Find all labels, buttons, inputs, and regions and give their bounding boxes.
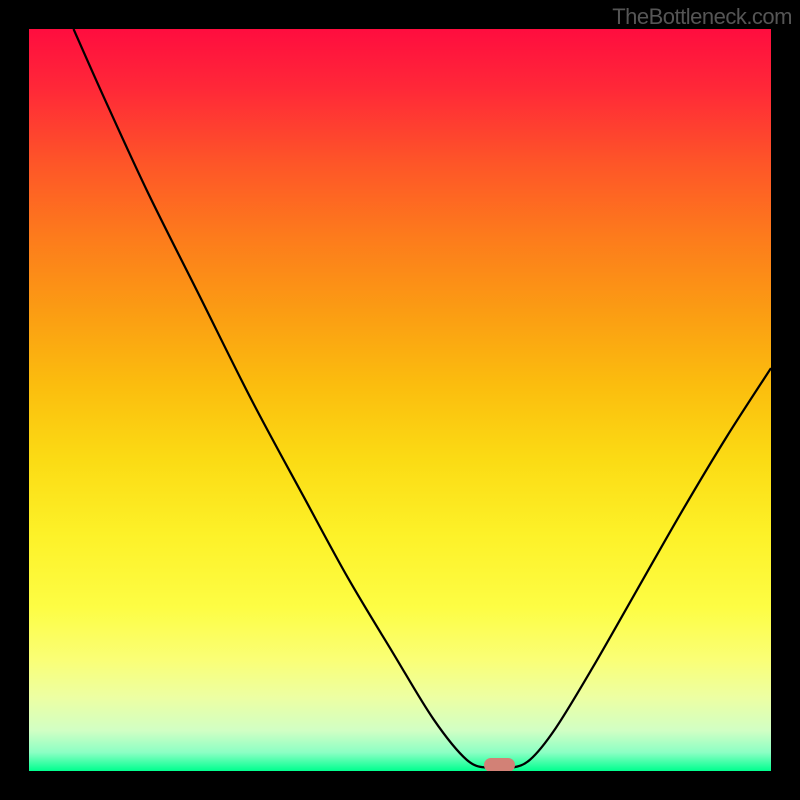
bottleneck-curve: [29, 29, 771, 771]
curve-path: [74, 29, 771, 769]
plot-area: [29, 29, 771, 771]
optimum-marker: [484, 758, 515, 771]
watermark-text: TheBottleneck.com: [612, 4, 792, 30]
